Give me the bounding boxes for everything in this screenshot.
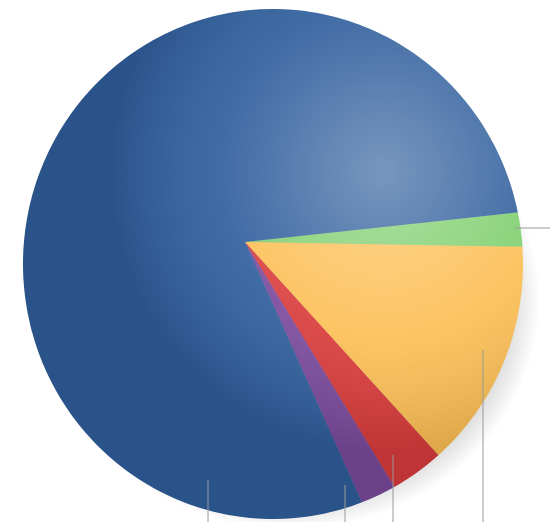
leader-lines bbox=[207, 227, 550, 522]
pie bbox=[23, 9, 523, 519]
